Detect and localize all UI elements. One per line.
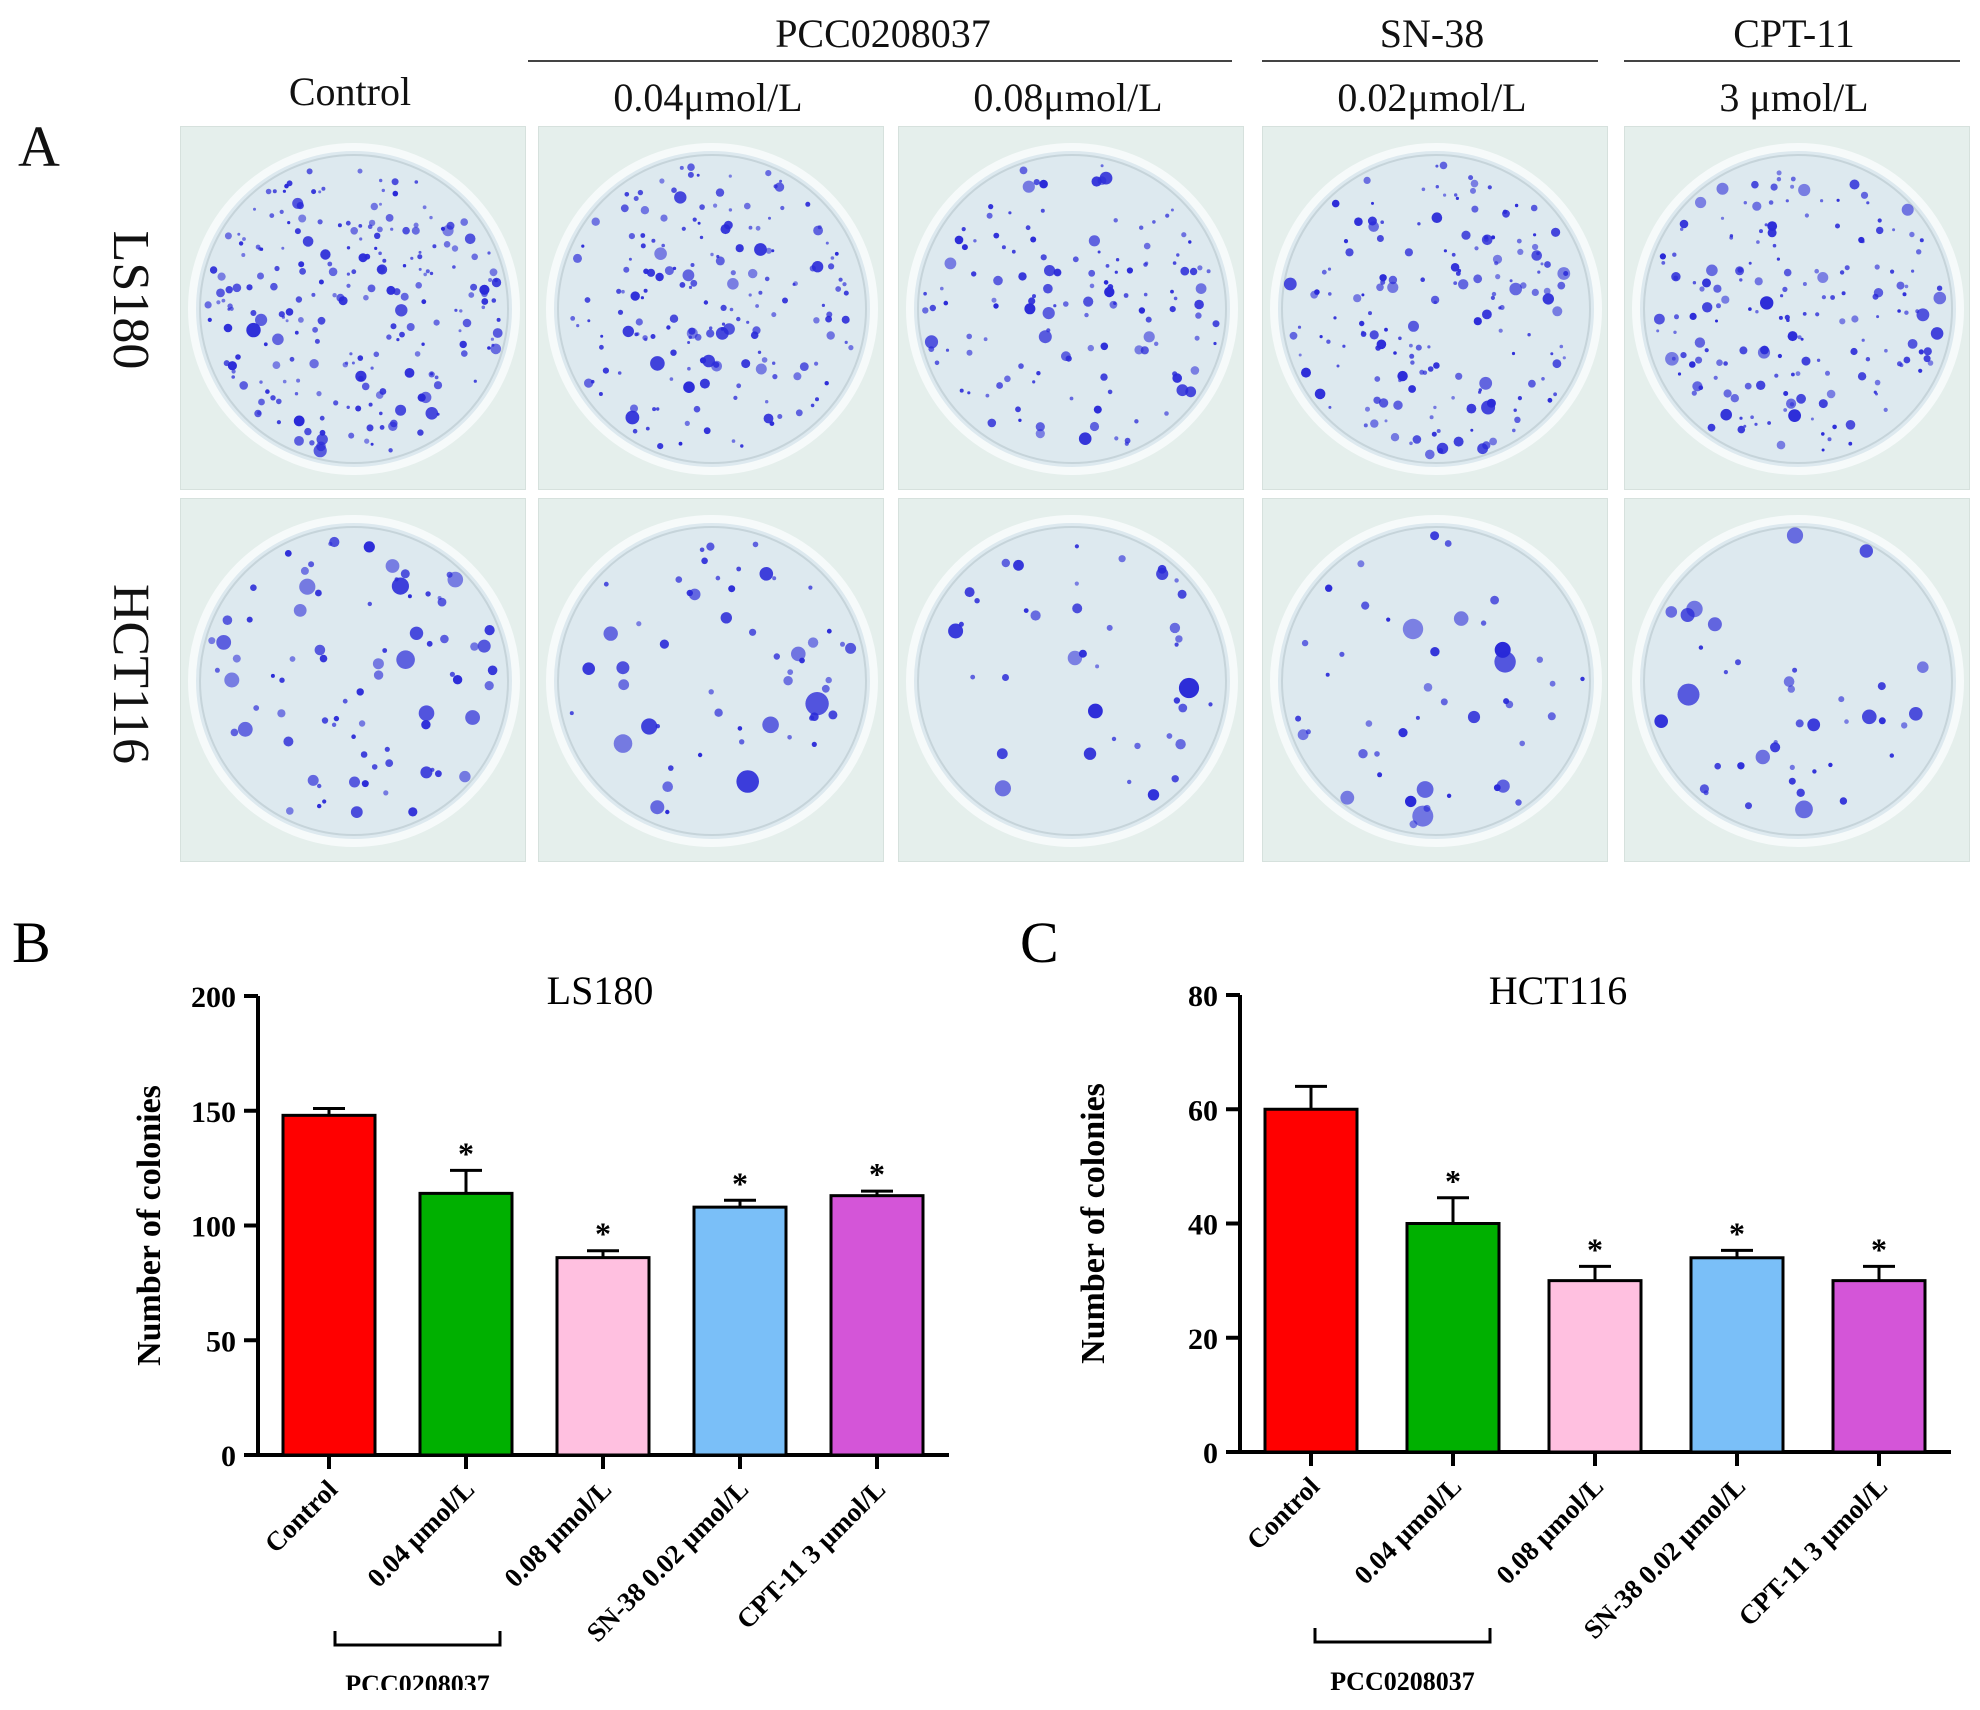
chart-hct116-bracket-label: PCC0208037 [1330, 1667, 1474, 1690]
header-sn38-group: SN-38 [1379, 11, 1485, 56]
chart-hct116-ytick-label-4: 80 [1188, 980, 1218, 1013]
plate-ls180-sn38 [1262, 126, 1608, 490]
chart-hct116-bar-0 [1263, 1107, 1359, 1454]
chart-hct116-bar-1 [1405, 1222, 1501, 1454]
chart-hct116-xtick-label-2: 0.08 μmol/L [1490, 1471, 1609, 1590]
chart-ls180-bar-3 [692, 1205, 788, 1457]
chart-ls180-ytick-label-1: 50 [206, 1325, 236, 1358]
chart-hct116-sig-1: * [1445, 1163, 1461, 1199]
chart-ls180-ytick-label-0: 0 [221, 1440, 236, 1473]
chart-ls180-sig-1: * [458, 1135, 474, 1171]
chart-ls180-sig-3: * [732, 1165, 748, 1201]
header-cpt11-group: CPT-11 [1733, 11, 1855, 56]
row-label-ls180: LS180 [102, 230, 159, 370]
chart-ls180-bar-0 [281, 1113, 377, 1457]
chart-hct116-ytick-label-2: 40 [1188, 1209, 1218, 1242]
chart-ls180-bar-4 [829, 1194, 925, 1457]
chart-ls180-title: LS180 [547, 968, 654, 1013]
chart-hct116-bracket [1313, 1628, 1492, 1644]
chart-hct116-ytick-label-1: 20 [1188, 1323, 1218, 1356]
chart-ls180-ytick-label-4: 200 [191, 981, 236, 1014]
header-pcc-underline [528, 60, 1232, 62]
chart-ls180-xtick-label-2: 0.08 μmol/L [498, 1474, 617, 1593]
plate-hct116-pcc-high [898, 498, 1244, 862]
chart-ls180-xtick-label-4: CPT-11 3 μmol/L [730, 1474, 891, 1635]
header-pcc-high: 0.08μmol/L [973, 75, 1163, 120]
chart-hct116-ytick-label-0: 0 [1203, 1437, 1218, 1470]
chart-hct116-ytick-label-3: 60 [1188, 1094, 1218, 1127]
chart-ls180-bracket [333, 1631, 502, 1647]
chart-hct116-panel-letter: C [1020, 910, 1059, 975]
chart-ls180-sig-4: * [869, 1156, 885, 1192]
panel-letter-a: A [18, 114, 60, 179]
header-pcc-group: PCC0208037 [775, 11, 991, 56]
plate-hct116-cpt11 [1624, 498, 1970, 862]
chart-hct116-sig-4: * [1871, 1231, 1887, 1267]
chart-hct116-sig-2: * [1587, 1231, 1603, 1267]
chart-ls180-bar-2 [555, 1256, 651, 1457]
row-label-hct116: HCT116 [102, 583, 159, 765]
chart-ls180-ytick-label-2: 100 [191, 1211, 236, 1244]
chart-hct116-xtick-label-1: 0.04 μmol/L [1348, 1471, 1467, 1590]
plate-ls180-cpt11 [1624, 126, 1970, 490]
chart-ls180-panel-letter: B [12, 910, 51, 975]
header-sn38-dose: 0.02μmol/L [1337, 75, 1527, 120]
plate-ls180-pcc-high [898, 126, 1244, 490]
chart-hct116-title: HCT116 [1489, 968, 1628, 1013]
plate-hct116-pcc-low [538, 498, 884, 862]
chart-ls180-xtick-label-0: Control [259, 1474, 344, 1559]
plate-ls180-control [180, 126, 526, 490]
chart-hct116-xtick-label-4: CPT-11 3 μmol/L [1732, 1471, 1893, 1632]
plate-ls180-pcc-low [538, 126, 884, 490]
chart-ls180-ytick-label-3: 150 [191, 1096, 236, 1129]
chart-hct116-bar-2 [1547, 1279, 1643, 1454]
header-control: Control [288, 69, 412, 114]
header-cpt11-underline [1624, 60, 1960, 62]
header-sn38-underline [1262, 60, 1598, 62]
chart-ls180-bar-1 [418, 1191, 514, 1457]
chart-hct116-sig-3: * [1729, 1215, 1745, 1251]
chart-hct116-xtick-label-0: Control [1241, 1471, 1326, 1556]
chart-ls180-ylabel: Number of colonies [131, 1085, 168, 1366]
chart-ls180-xtick-label-1: 0.04 μmol/L [361, 1474, 480, 1593]
plate-hct116-sn38 [1262, 498, 1608, 862]
header-pcc-low: 0.04μmol/L [613, 75, 803, 120]
chart-ls180-bracket-label: PCC0208037 [345, 1670, 489, 1690]
header-cpt11-dose: 3 μmol/L [1719, 75, 1869, 120]
chart-ls180-sig-2: * [595, 1216, 611, 1252]
chart-hct116-bar-4 [1831, 1279, 1927, 1454]
chart-hct116-bar-3 [1689, 1256, 1785, 1454]
plate-hct116-control [180, 498, 526, 862]
chart-hct116-ylabel: Number of colonies [1075, 1083, 1112, 1364]
